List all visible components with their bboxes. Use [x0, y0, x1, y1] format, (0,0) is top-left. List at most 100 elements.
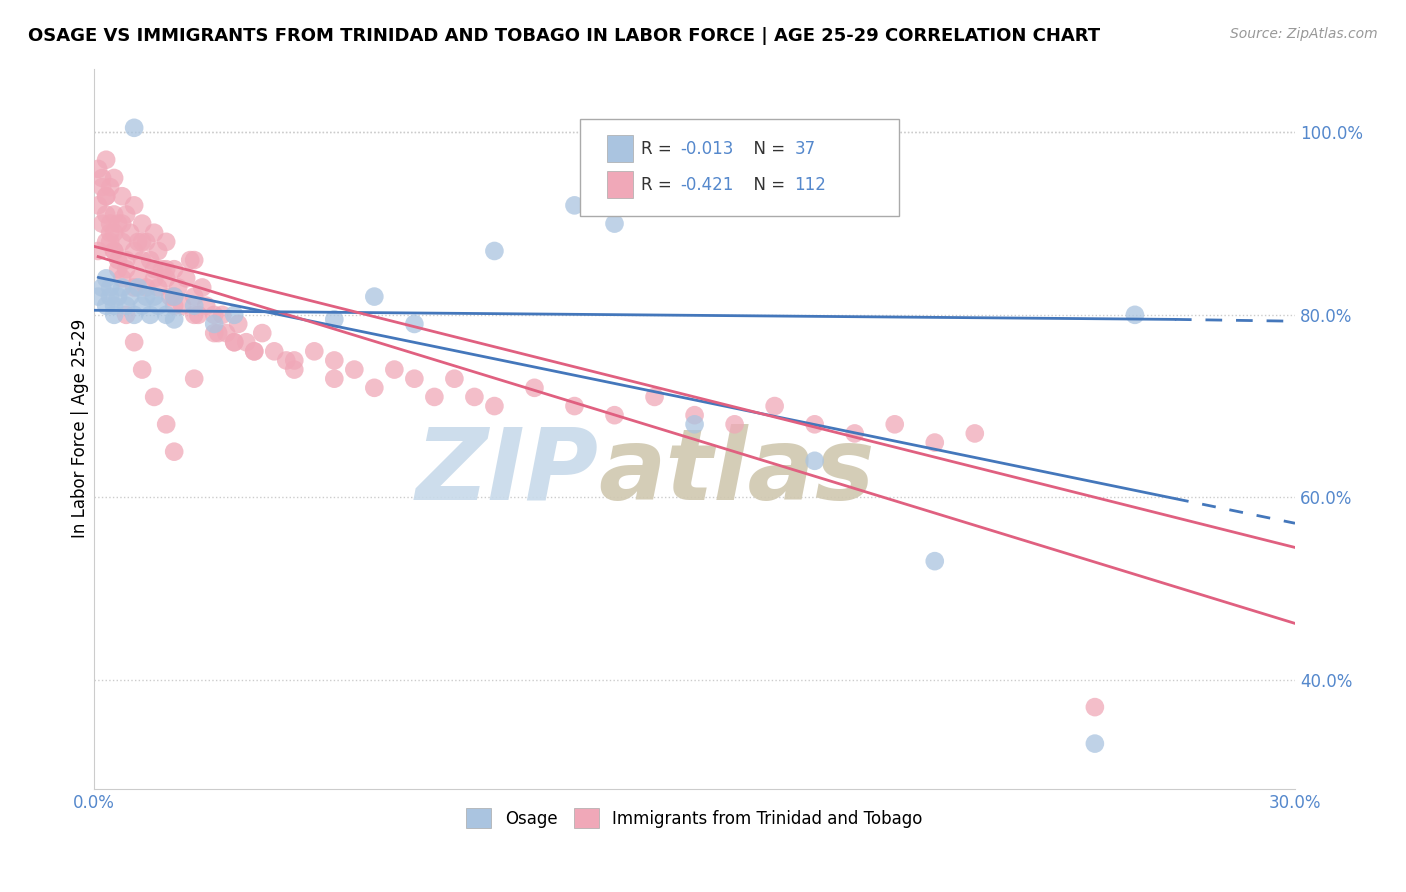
Point: [143, 289, 166, 303]
Point: [211, 308, 233, 322]
Point: [304, 344, 326, 359]
Point: [91, 171, 114, 186]
Y-axis label: In Labor Force | Age 25-29: In Labor Force | Age 25-29: [72, 319, 89, 539]
Point: [404, 317, 426, 331]
Point: [883, 417, 905, 432]
Point: [94, 189, 117, 203]
Point: [103, 308, 125, 322]
Point: [107, 289, 129, 303]
Text: -0.421: -0.421: [681, 176, 734, 194]
Point: [803, 454, 825, 468]
Point: [207, 326, 229, 340]
Point: [135, 280, 157, 294]
Point: [127, 235, 149, 249]
Point: [924, 435, 946, 450]
Point: [115, 299, 138, 313]
Point: [127, 271, 149, 285]
Point: [94, 299, 117, 313]
Point: [122, 120, 145, 135]
Point: [127, 280, 149, 294]
Point: [163, 312, 186, 326]
Bar: [607, 135, 633, 162]
Point: [323, 312, 346, 326]
Point: [683, 417, 706, 432]
Point: [523, 381, 546, 395]
Point: [135, 289, 157, 303]
Point: [283, 362, 305, 376]
Point: [423, 390, 446, 404]
Point: [87, 289, 110, 303]
Point: [103, 244, 125, 258]
Point: [122, 244, 145, 258]
Point: [131, 253, 153, 268]
Point: [723, 417, 745, 432]
Point: [484, 399, 506, 413]
Text: Source: ZipAtlas.com: Source: ZipAtlas.com: [1230, 27, 1378, 41]
Point: [163, 262, 186, 277]
Point: [195, 299, 218, 313]
Point: [115, 207, 138, 221]
Text: 37: 37: [794, 139, 815, 158]
Point: [187, 308, 209, 322]
Point: [252, 326, 274, 340]
Text: ZIP: ZIP: [416, 424, 599, 521]
Point: [155, 235, 177, 249]
Point: [135, 235, 157, 249]
Point: [183, 299, 205, 313]
Point: [155, 262, 177, 277]
Point: [111, 235, 134, 249]
Point: [363, 289, 385, 303]
Point: [103, 226, 125, 240]
Point: [94, 271, 117, 285]
Point: [103, 299, 125, 313]
Point: [163, 289, 186, 303]
Point: [143, 262, 166, 277]
Point: [94, 189, 117, 203]
Point: [323, 372, 346, 386]
Point: [179, 253, 201, 268]
Point: [404, 372, 426, 386]
Point: [183, 253, 205, 268]
Point: [131, 217, 153, 231]
Point: [191, 280, 214, 294]
Point: [167, 280, 190, 294]
Point: [183, 289, 205, 303]
Point: [443, 372, 465, 386]
FancyBboxPatch shape: [581, 119, 898, 216]
Point: [183, 308, 205, 322]
Point: [323, 353, 346, 368]
Point: [87, 244, 110, 258]
Point: [91, 180, 114, 194]
Point: [1084, 700, 1107, 714]
Point: [463, 390, 485, 404]
Point: [94, 207, 117, 221]
Text: atlas: atlas: [599, 424, 875, 521]
Point: [143, 271, 166, 285]
Point: [163, 299, 186, 313]
Point: [183, 372, 205, 386]
Point: [243, 344, 266, 359]
Point: [763, 399, 786, 413]
Point: [111, 280, 134, 294]
Point: [103, 244, 125, 258]
Text: N =: N =: [742, 139, 790, 158]
Point: [122, 280, 145, 294]
Text: OSAGE VS IMMIGRANTS FROM TRINIDAD AND TOBAGO IN LABOR FORCE | AGE 25-29 CORRELAT: OSAGE VS IMMIGRANTS FROM TRINIDAD AND TO…: [28, 27, 1101, 45]
Point: [111, 189, 134, 203]
Point: [107, 217, 129, 231]
Point: [87, 161, 110, 176]
Point: [115, 253, 138, 268]
Point: [94, 153, 117, 167]
Point: [94, 235, 117, 249]
Point: [115, 308, 138, 322]
Point: [202, 317, 225, 331]
Point: [111, 271, 134, 285]
Point: [139, 253, 162, 268]
Point: [98, 289, 121, 303]
Point: [122, 335, 145, 350]
Point: [143, 226, 166, 240]
Point: [1084, 737, 1107, 751]
Point: [683, 408, 706, 422]
Point: [87, 198, 110, 212]
Point: [202, 308, 225, 322]
